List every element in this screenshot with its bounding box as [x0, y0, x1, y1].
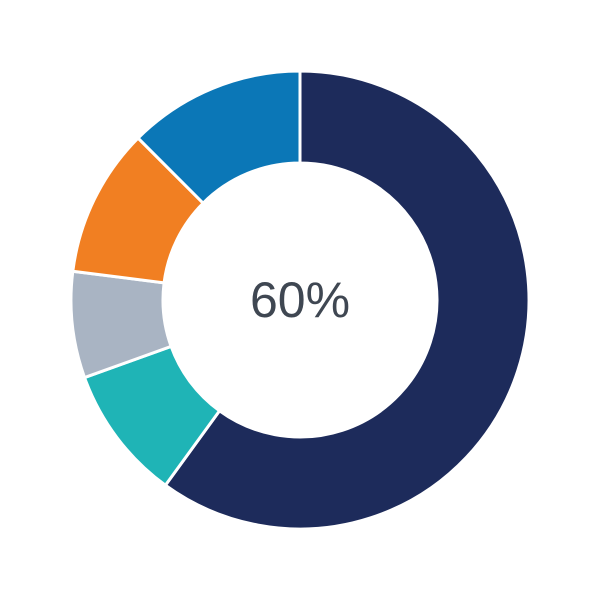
donut-slice-5 — [135, 69, 302, 206]
donut-slice-1 — [163, 69, 531, 531]
